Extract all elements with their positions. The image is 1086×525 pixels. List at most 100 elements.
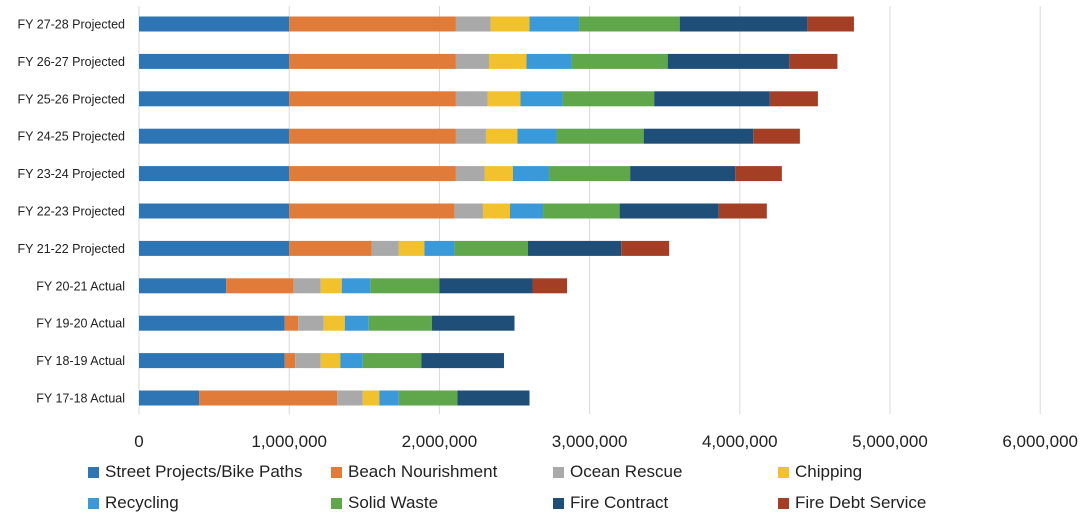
bar-segment xyxy=(139,240,290,256)
bar-segment xyxy=(454,203,483,219)
bar-segment xyxy=(455,166,485,182)
bar-segment xyxy=(293,278,321,294)
category-label: FY 26-27 Projected xyxy=(18,55,126,69)
bar-segment xyxy=(289,53,456,69)
legend-swatch xyxy=(778,497,789,509)
bar-segment xyxy=(421,353,504,369)
bar-segment xyxy=(289,240,372,256)
legend-label: Fire Contract xyxy=(570,493,669,512)
bar-segment xyxy=(226,278,294,294)
legend-item: Ocean Rescue xyxy=(553,462,682,482)
bar-segment xyxy=(298,315,324,331)
bar-segment xyxy=(371,240,399,256)
category-label: FY 18-19 Actual xyxy=(36,354,125,368)
bar-segment xyxy=(769,91,818,107)
bar-segments xyxy=(139,16,854,406)
bar-segment xyxy=(487,91,521,107)
legend-item: Fire Debt Service xyxy=(778,493,926,513)
bar-segment xyxy=(284,315,299,331)
category-label: FY 25-26 Projected xyxy=(18,92,126,106)
bar-segment xyxy=(289,203,455,219)
bar-segment xyxy=(320,353,341,369)
bar-segment xyxy=(556,128,644,144)
bar-segment xyxy=(362,353,422,369)
bar-segment xyxy=(718,203,767,219)
bar-segment xyxy=(562,91,655,107)
legend-item: Beach Nourishment xyxy=(331,462,497,482)
bar-segment xyxy=(753,128,800,144)
legend-item: Solid Waste xyxy=(331,493,438,513)
category-label: FY 17-18 Actual xyxy=(36,392,125,406)
bar-segment xyxy=(431,315,515,331)
bar-segment xyxy=(139,203,290,219)
bar-segment xyxy=(362,390,380,406)
bar-segment xyxy=(289,91,456,107)
bar-segment xyxy=(579,16,680,32)
bar-segment xyxy=(454,240,529,256)
bar-segment xyxy=(139,128,290,144)
bar-segment xyxy=(199,390,338,406)
bar-segment xyxy=(529,16,580,32)
bar-segment xyxy=(619,203,719,219)
bar-segment xyxy=(139,390,200,406)
bar-segment xyxy=(323,315,345,331)
bar-segment xyxy=(379,390,399,406)
x-axis-tick-labels: 0 1,000,000 2,000,000 3,000,000 4,000,000 5,0… xyxy=(134,432,1078,451)
bar-segment xyxy=(455,128,486,144)
bar-segment xyxy=(439,278,533,294)
bar-segment xyxy=(455,91,488,107)
bar-segment xyxy=(370,278,440,294)
bar-segment xyxy=(320,278,342,294)
bar-segment xyxy=(667,53,790,69)
legend-item: Fire Contract xyxy=(553,493,668,513)
bar-segment xyxy=(630,166,736,182)
bar-segment xyxy=(520,91,563,107)
legend-label: Recycling xyxy=(105,493,179,512)
legend-swatch xyxy=(331,497,342,509)
bar-segment xyxy=(488,53,527,69)
category-label: FY 22-23 Projected xyxy=(18,205,126,219)
bar-segment xyxy=(735,166,782,182)
bar-segment xyxy=(340,353,363,369)
legend-label: Beach Nourishment xyxy=(348,462,498,481)
legend: Street Projects/Bike Paths Beach Nourishm… xyxy=(88,462,1068,522)
bar-segment xyxy=(424,240,455,256)
bar-segment xyxy=(789,53,838,69)
bar-segment xyxy=(482,203,510,219)
category-label: FY 21-22 Projected xyxy=(18,242,126,256)
category-label: FY 20-21 Actual xyxy=(36,279,125,293)
legend-swatch xyxy=(88,497,99,509)
bar-segment xyxy=(457,390,530,406)
bar-segment xyxy=(139,53,290,69)
bar-segment xyxy=(807,16,854,32)
bar-segment xyxy=(398,240,425,256)
bar-segment xyxy=(341,278,371,294)
bar-segment xyxy=(289,16,456,32)
bar-segment xyxy=(139,91,290,107)
bar-segment xyxy=(337,390,363,406)
stacked-bar-chart: FY 27-28 Projected FY 26-27 Projected FY 2… xyxy=(18,6,1078,451)
bar-segment xyxy=(368,315,432,331)
legend-item: Chipping xyxy=(778,462,862,482)
bar-segment xyxy=(139,315,285,331)
legend-swatch xyxy=(778,466,789,478)
bar-segment xyxy=(139,16,290,32)
legend-label: Solid Waste xyxy=(348,493,439,512)
bar-segment xyxy=(528,240,622,256)
bar-segment xyxy=(455,16,491,32)
x-tick-label: 0 xyxy=(134,432,143,451)
bar-segment xyxy=(512,166,550,182)
x-tick-label: 6,000,000 xyxy=(1002,432,1078,451)
category-label: FY 24-25 Projected xyxy=(18,130,126,144)
bar-segment xyxy=(344,315,369,331)
bar-segment xyxy=(398,390,458,406)
bar-segment xyxy=(139,166,290,182)
legend-swatch xyxy=(553,466,564,478)
bar-segment xyxy=(643,128,754,144)
bar-segment xyxy=(289,128,456,144)
x-tick-label: 2,000,000 xyxy=(402,432,478,451)
bar-segment xyxy=(139,353,285,369)
category-label: FY 23-24 Projected xyxy=(18,167,126,181)
x-tick-label: 4,000,000 xyxy=(702,432,778,451)
legend-item: Street Projects/Bike Paths xyxy=(88,462,302,482)
